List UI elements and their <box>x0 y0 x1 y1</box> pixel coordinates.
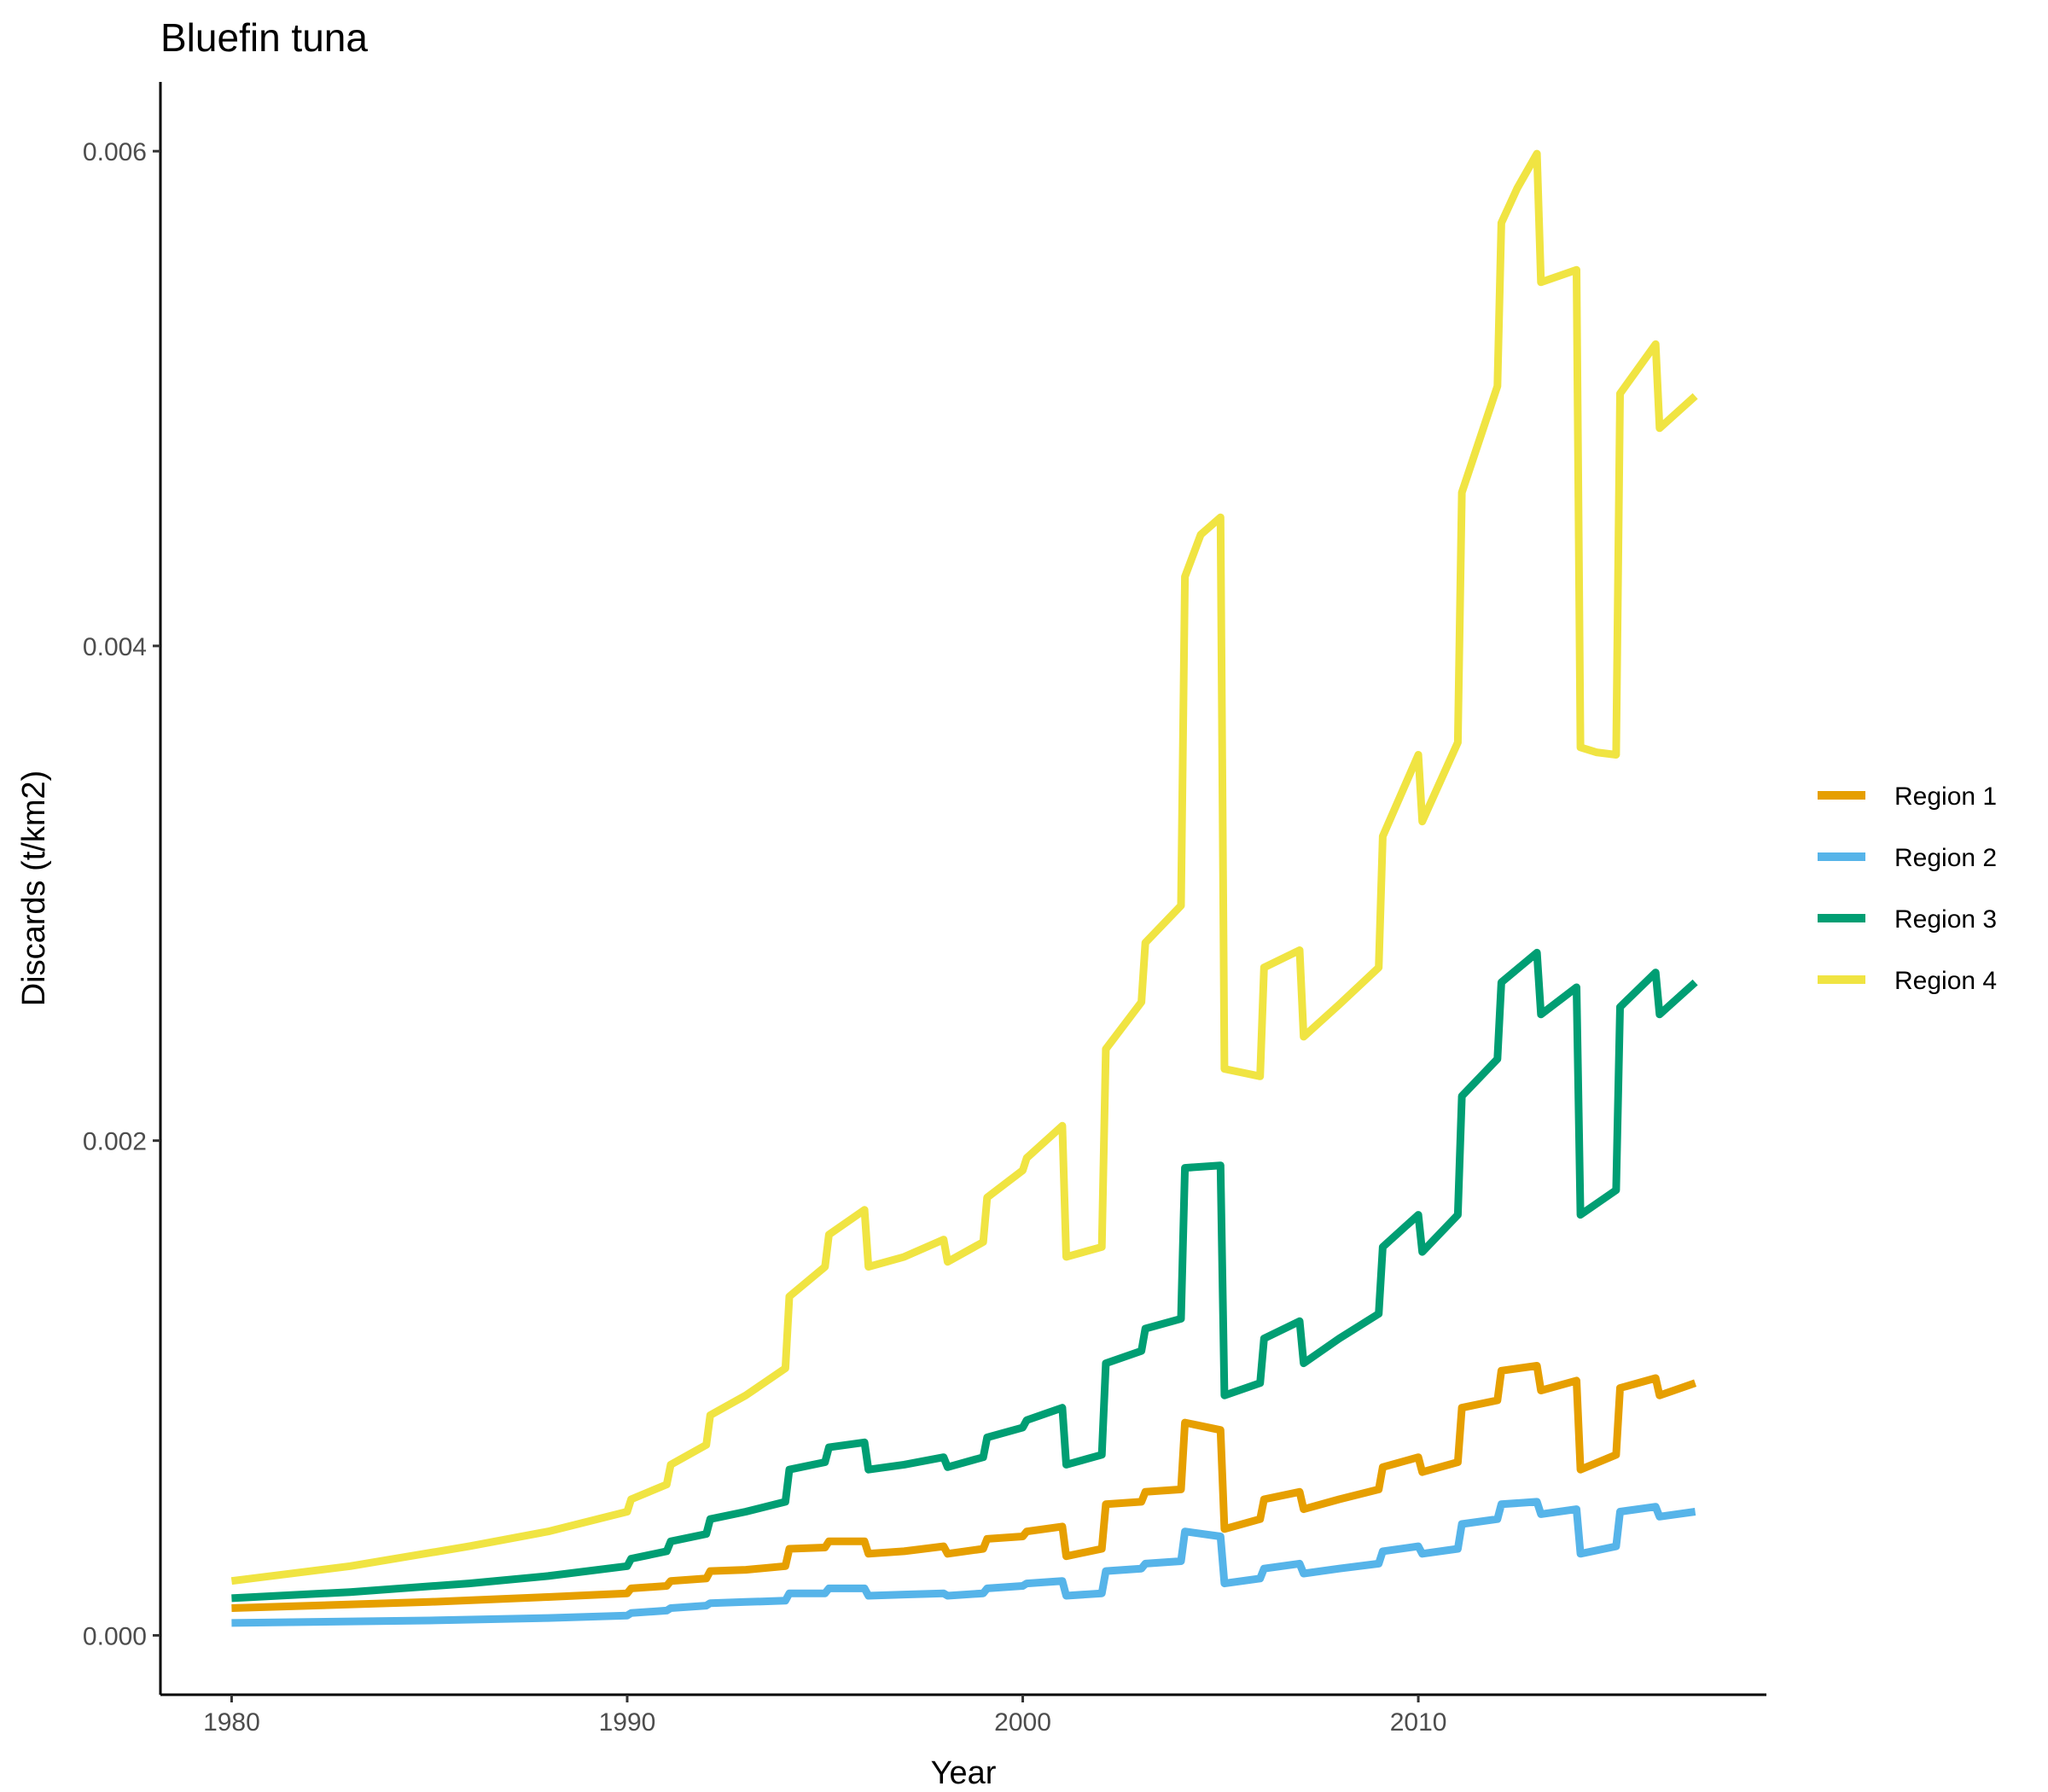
y-tick-label: 0.006 <box>83 138 147 166</box>
legend: Region 1 Region 2 Region 3 Region 4 <box>1818 783 1997 995</box>
legend-label: Region 1 <box>1894 783 1997 811</box>
series-line-region-2 <box>231 1498 1696 1627</box>
x-tick-label: 2010 <box>1390 1708 1447 1737</box>
legend-label: Region 4 <box>1894 967 1997 995</box>
series-line-region-1 <box>231 1362 1697 1612</box>
x-tick-label: 1990 <box>599 1708 656 1737</box>
y-tick-label: 0.000 <box>83 1622 147 1650</box>
x-axis: 1980 1990 2000 2010 <box>160 1693 1766 1737</box>
x-tick-label: 2000 <box>994 1708 1051 1737</box>
series-line-region-3 <box>231 948 1698 1603</box>
y-tick-label: 0.004 <box>83 633 147 661</box>
legend-label: Region 2 <box>1894 844 1997 872</box>
y-tick-label: 0.002 <box>83 1128 147 1156</box>
y-axis: 0.000 0.002 0.004 0.006 <box>83 82 162 1695</box>
x-axis-title: Year <box>931 1755 997 1791</box>
legend-label: Region 3 <box>1894 905 1997 934</box>
x-tick-label: 1980 <box>203 1708 260 1737</box>
series-lines <box>230 149 1698 1627</box>
series-line-region-4 <box>230 149 1698 1585</box>
chart-title: Bluefin tuna <box>160 15 368 60</box>
y-axis-title: Discards (t/km2) <box>16 771 52 1007</box>
